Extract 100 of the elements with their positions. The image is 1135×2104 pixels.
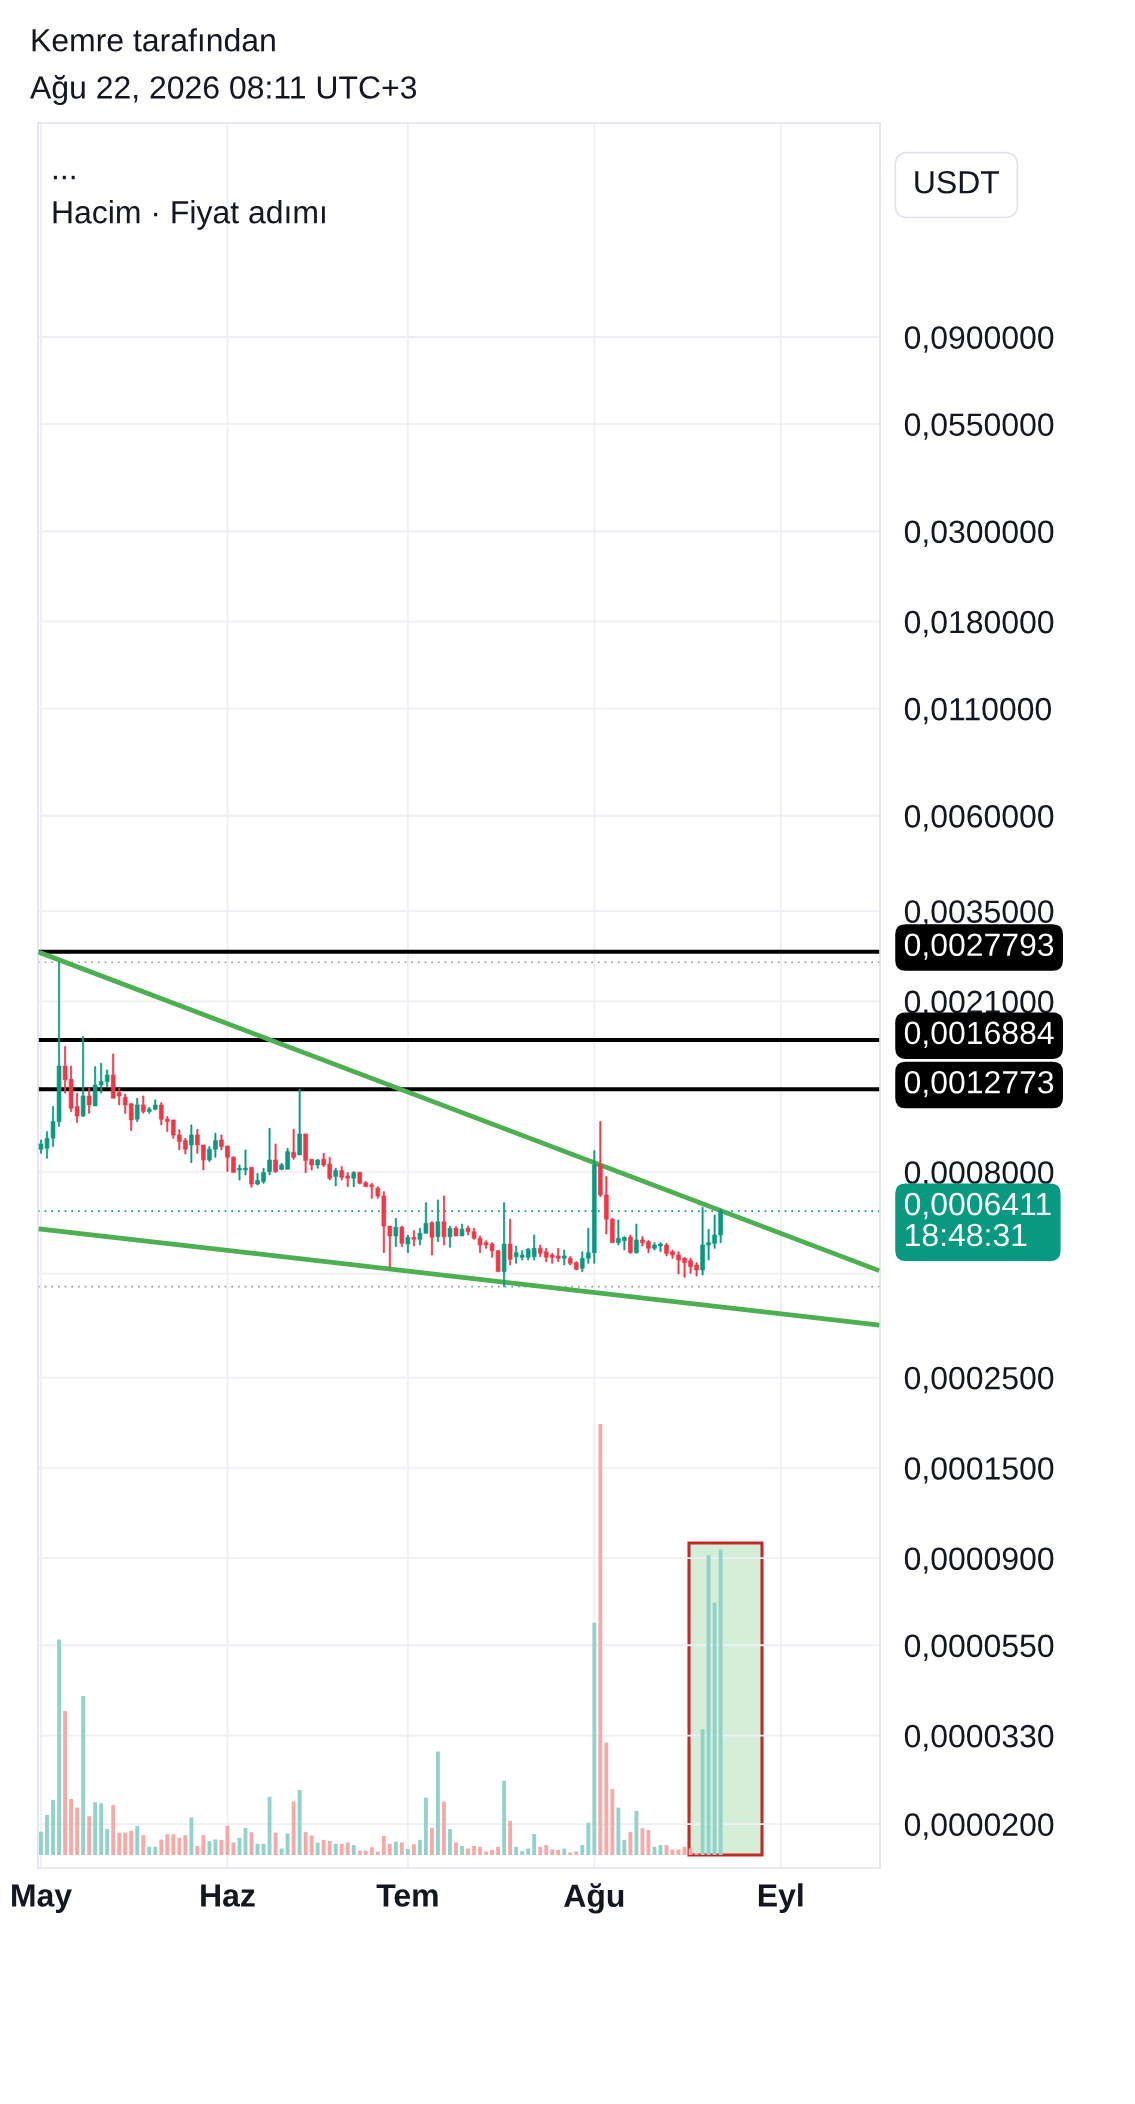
candlestick bbox=[429, 1221, 435, 1256]
bar bbox=[297, 1789, 302, 1855]
bar bbox=[526, 1848, 531, 1855]
bar bbox=[706, 1555, 711, 1855]
bar bbox=[171, 1834, 176, 1855]
bar bbox=[556, 1849, 561, 1855]
y-tick-label: 0,0550000 bbox=[904, 413, 1054, 440]
candlestick bbox=[453, 1226, 459, 1237]
bar bbox=[544, 1845, 549, 1855]
bar bbox=[520, 1851, 525, 1855]
bar bbox=[622, 1839, 627, 1855]
bar bbox=[550, 1849, 555, 1855]
bar bbox=[718, 1549, 723, 1855]
bar bbox=[177, 1837, 182, 1855]
bar bbox=[478, 1846, 482, 1855]
bar bbox=[490, 1849, 494, 1855]
bar bbox=[111, 1805, 116, 1855]
bar bbox=[460, 1845, 464, 1855]
bar bbox=[436, 1751, 440, 1855]
bar bbox=[538, 1846, 543, 1855]
bar bbox=[165, 1834, 170, 1855]
bar bbox=[183, 1835, 188, 1855]
bar bbox=[57, 1639, 61, 1855]
bar bbox=[129, 1830, 134, 1855]
bar bbox=[75, 1807, 80, 1855]
bar bbox=[604, 1742, 609, 1855]
candlestick bbox=[86, 1087, 92, 1114]
bar bbox=[562, 1848, 567, 1855]
bar bbox=[430, 1827, 434, 1855]
bar bbox=[189, 1817, 194, 1855]
y-tick-label: 0,0035000 bbox=[904, 900, 1054, 927]
bar bbox=[69, 1798, 73, 1855]
bar bbox=[592, 1622, 597, 1855]
bar bbox=[81, 1695, 86, 1855]
bar bbox=[279, 1848, 284, 1855]
candlestick bbox=[315, 1158, 320, 1169]
bar bbox=[580, 1845, 585, 1855]
x-tick-label: Eyl bbox=[758, 1883, 803, 1914]
bar bbox=[285, 1833, 290, 1855]
bar bbox=[514, 1846, 519, 1855]
bar bbox=[700, 1729, 705, 1855]
bar bbox=[117, 1832, 122, 1855]
bar bbox=[123, 1832, 128, 1855]
candlestick bbox=[447, 1225, 453, 1248]
bar bbox=[448, 1829, 452, 1855]
bar bbox=[616, 1807, 621, 1855]
bar bbox=[345, 1842, 350, 1855]
bar bbox=[105, 1829, 110, 1855]
candlestick bbox=[267, 1127, 272, 1176]
x-tick-label: Haz bbox=[201, 1884, 255, 1907]
candlestick bbox=[291, 1128, 296, 1160]
bar bbox=[610, 1789, 615, 1855]
bar bbox=[213, 1839, 218, 1855]
y-tick-label: 0,0001500 bbox=[904, 1457, 1054, 1484]
bar bbox=[454, 1842, 458, 1855]
bar bbox=[502, 1780, 507, 1855]
bar bbox=[424, 1797, 428, 1855]
y-tick-label: 0,0021000 bbox=[904, 990, 1054, 1017]
candlestick bbox=[297, 1088, 302, 1156]
candlestick bbox=[249, 1166, 254, 1188]
ref-line-label: 0,0012773 bbox=[904, 1070, 1054, 1098]
bar bbox=[369, 1847, 374, 1855]
bar bbox=[339, 1843, 344, 1855]
bar bbox=[63, 1711, 67, 1855]
bar bbox=[147, 1846, 152, 1855]
candlestick bbox=[351, 1171, 357, 1187]
bar bbox=[93, 1802, 98, 1855]
bar bbox=[628, 1832, 633, 1855]
bar bbox=[568, 1852, 573, 1855]
candlestick bbox=[393, 1217, 399, 1247]
bar bbox=[393, 1841, 398, 1855]
bar bbox=[417, 1839, 422, 1855]
bar bbox=[315, 1842, 320, 1855]
y-tick-label: 0,0002500 bbox=[904, 1366, 1054, 1394]
candlestick bbox=[441, 1195, 447, 1246]
bar bbox=[411, 1844, 416, 1855]
bar bbox=[201, 1835, 206, 1855]
candlestick bbox=[628, 1234, 633, 1254]
bar bbox=[363, 1850, 368, 1855]
candlestick bbox=[134, 1097, 140, 1122]
bar bbox=[598, 1424, 603, 1855]
annotation: Hacim · Fiyat adımı bbox=[53, 200, 325, 230]
bar bbox=[303, 1832, 308, 1855]
bar bbox=[712, 1602, 717, 1855]
bar bbox=[496, 1846, 501, 1855]
candlestick bbox=[189, 1124, 194, 1163]
bar bbox=[39, 1831, 43, 1855]
bar bbox=[387, 1843, 392, 1855]
y-tick-label: 0,0060000 bbox=[904, 805, 1054, 832]
ref-line-label: 0,0006411 18:48:31 bbox=[904, 1192, 1051, 1247]
candlestick bbox=[273, 1143, 278, 1173]
candlestick bbox=[80, 1036, 86, 1117]
ref-line-label: 0,0016884 bbox=[904, 1021, 1054, 1048]
bar bbox=[333, 1843, 338, 1855]
candlestick bbox=[333, 1167, 338, 1187]
y-tick-label: 0,0008000 bbox=[904, 1161, 1054, 1188]
bar bbox=[381, 1836, 386, 1855]
y-axis-title: USDT bbox=[915, 170, 1000, 194]
bar bbox=[532, 1833, 537, 1855]
bar bbox=[195, 1845, 200, 1855]
